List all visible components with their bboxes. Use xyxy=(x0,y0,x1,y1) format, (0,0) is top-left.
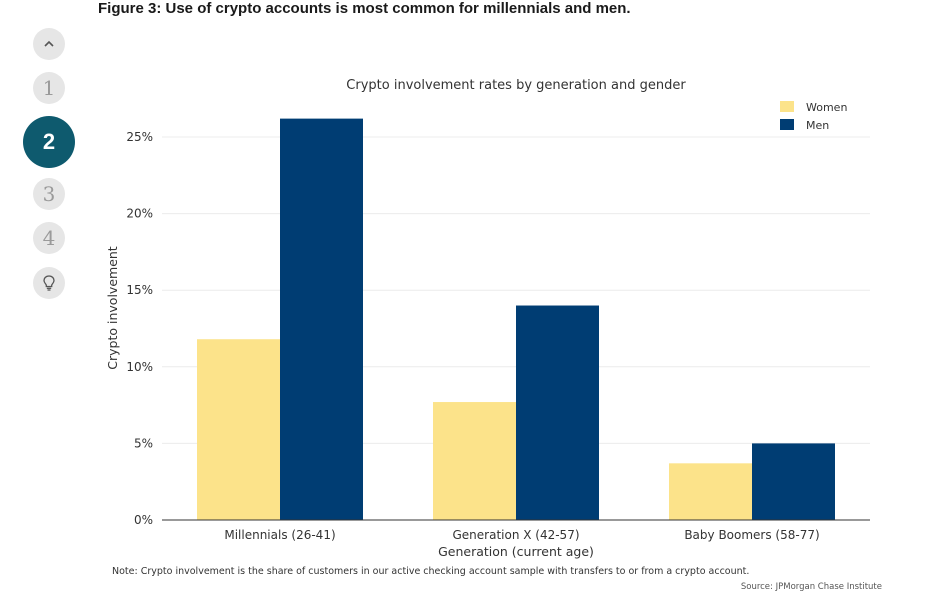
figure-title: Figure 3: Use of crypto accounts is most… xyxy=(98,0,631,17)
lightbulb-icon xyxy=(43,275,55,291)
chevron-up-icon xyxy=(44,40,54,47)
legend-swatch xyxy=(780,101,794,112)
nav-up-button[interactable] xyxy=(33,28,65,60)
bar-men-2 xyxy=(516,305,599,520)
bar-men-1 xyxy=(280,118,363,520)
nav-step-3-button[interactable]: 3 xyxy=(33,178,65,210)
y-tick-label: 5% xyxy=(134,436,153,450)
bar-women-2 xyxy=(433,402,516,520)
y-axis-label: Crypto involvement xyxy=(105,246,120,370)
x-tick-label: Baby Boomers (58-77) xyxy=(684,528,819,542)
nav-step-1-button[interactable]: 1 xyxy=(33,72,65,104)
y-axis-ticks: 0% 5% 10% 15% 20% 25% xyxy=(126,130,153,527)
x-axis-label: Generation (current age) xyxy=(438,544,594,559)
bar-women-3 xyxy=(669,463,752,520)
legend: Women Men xyxy=(780,101,847,132)
nav-step-4-button[interactable]: 4 xyxy=(33,222,65,254)
bar-women-1 xyxy=(197,339,280,520)
legend-label: Men xyxy=(806,119,829,132)
bar-men-3 xyxy=(752,443,835,520)
nav-tip-button[interactable] xyxy=(33,267,65,299)
x-tick-label: Millennials (26-41) xyxy=(224,528,335,542)
bars xyxy=(197,118,835,520)
x-tick-label: Generation X (42-57) xyxy=(452,528,579,542)
chart-source: Source: JPMorgan Chase Institute xyxy=(740,582,882,592)
x-axis-ticks: Millennials (26-41) Generation X (42-57) B… xyxy=(224,528,819,542)
step-navigation: 1 2 3 4 xyxy=(0,0,98,603)
y-tick-label: 15% xyxy=(126,283,153,297)
y-tick-label: 10% xyxy=(126,360,153,374)
y-tick-label: 25% xyxy=(126,130,153,144)
legend-label: Women xyxy=(806,101,847,114)
chart-title: Crypto involvement rates by generation a… xyxy=(346,78,686,93)
legend-swatch xyxy=(780,119,794,130)
y-tick-label: 0% xyxy=(134,513,153,527)
chart-note: Note: Crypto involvement is the share of… xyxy=(112,566,750,577)
nav-step-2-button[interactable]: 2 xyxy=(23,116,75,168)
y-tick-label: 20% xyxy=(126,207,153,221)
